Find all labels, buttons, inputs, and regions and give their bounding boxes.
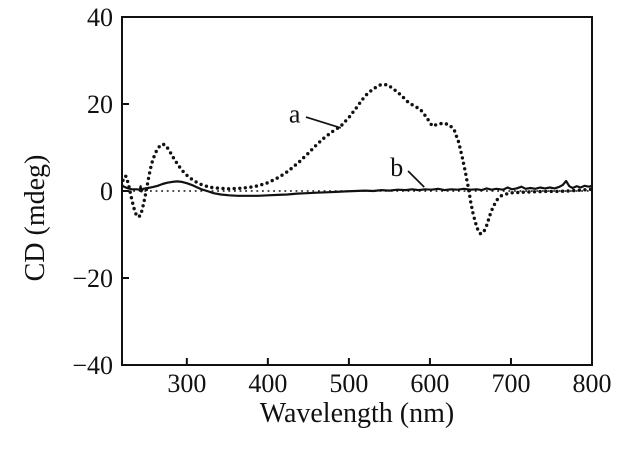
curve-a bbox=[122, 83, 592, 236]
x-tick-label: 600 bbox=[410, 369, 449, 398]
x-tick-label: 700 bbox=[491, 369, 530, 398]
x-tick-label: 800 bbox=[573, 369, 612, 398]
y-tick-label: 40 bbox=[87, 3, 113, 32]
annotation-leader-line bbox=[407, 170, 425, 188]
y-tick-label: 0 bbox=[100, 177, 113, 206]
annotation-b: b bbox=[390, 153, 425, 188]
x-axis: 300 400 500 600 700 800 bbox=[167, 358, 612, 398]
annotation-label: a bbox=[289, 100, 301, 129]
y-axis: 40 20 0 −20 −40 bbox=[72, 3, 129, 380]
annotation-leader-line bbox=[305, 116, 342, 129]
y-tick-label: 20 bbox=[87, 90, 113, 119]
y-tick-label: −20 bbox=[72, 264, 113, 293]
annotation-a: a bbox=[289, 100, 342, 129]
x-tick-label: 500 bbox=[329, 369, 368, 398]
y-tick-label: −40 bbox=[72, 351, 113, 380]
x-tick-label: 300 bbox=[167, 369, 206, 398]
curves-group bbox=[122, 83, 592, 236]
annotation-label: b bbox=[390, 153, 403, 182]
curve-b bbox=[122, 179, 592, 197]
x-axis-title: Wavelength (nm) bbox=[259, 398, 455, 429]
x-tick-label: 400 bbox=[248, 369, 287, 398]
y-axis-title: CD (mdeg) bbox=[20, 154, 51, 282]
